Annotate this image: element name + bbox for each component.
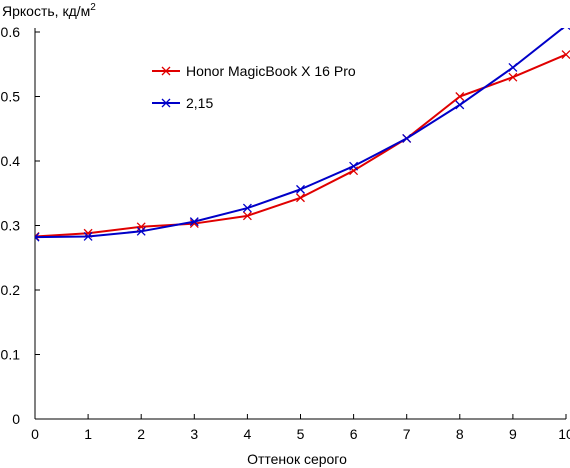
data-point-marker bbox=[296, 184, 305, 194]
data-point-marker bbox=[508, 63, 518, 72]
series-2 bbox=[35, 28, 570, 242]
data-point-marker bbox=[83, 232, 93, 241]
x-axis-title: Оттенок серого bbox=[247, 451, 347, 467]
data-point-marker bbox=[242, 211, 252, 221]
x-tick-label: 0 bbox=[31, 426, 39, 442]
data-point-marker bbox=[242, 203, 252, 213]
y-tick-label: 0.2 bbox=[1, 282, 21, 298]
y-tick-label: 0.1 bbox=[1, 347, 21, 363]
series-line bbox=[35, 28, 565, 239]
data-point-marker bbox=[296, 193, 305, 203]
ticks: 0 1 2 3 4 5 6 7 8 9 10 0 0.1 0.2 0.3 0.4 0.5 0.6 bbox=[1, 24, 570, 442]
data-point-marker bbox=[349, 161, 359, 171]
y-tick-label: 0.6 bbox=[1, 24, 21, 40]
data-point-marker bbox=[189, 217, 199, 227]
y-axis-title-text: Яркость, кд/м bbox=[2, 3, 90, 19]
data-point-marker bbox=[561, 28, 570, 31]
legend-swatch-marker bbox=[161, 66, 171, 76]
data-point-marker bbox=[455, 92, 465, 101]
data-point-marker bbox=[35, 232, 40, 242]
data-point-marker bbox=[402, 133, 412, 143]
y-tick-label: 0.4 bbox=[1, 153, 21, 169]
y-axis-title-superscript: 2 bbox=[90, 2, 96, 13]
y-axis-title: Яркость, кд/м2 bbox=[2, 2, 96, 19]
legend-item: 2,15 bbox=[152, 95, 213, 111]
legend-swatch-marker bbox=[161, 98, 171, 108]
series-line bbox=[35, 53, 567, 238]
legend: Honor MagicBook X 16 Pro 2,15 bbox=[152, 63, 356, 111]
legend-label: 2,15 bbox=[186, 95, 213, 111]
y-tick-label: 0.3 bbox=[1, 218, 21, 234]
x-tick-label: 5 bbox=[297, 426, 305, 442]
x-tick-label: 3 bbox=[190, 426, 198, 442]
series-1 bbox=[35, 50, 570, 241]
series-layer bbox=[35, 28, 570, 242]
y-tick-label: 0 bbox=[12, 411, 20, 427]
x-tick-label: 1 bbox=[84, 426, 92, 442]
legend-label: Honor MagicBook X 16 Pro bbox=[186, 63, 356, 79]
x-tick-label: 10 bbox=[558, 426, 570, 442]
data-point-marker bbox=[561, 50, 570, 60]
data-point-marker bbox=[136, 226, 146, 236]
x-tick-label: 9 bbox=[509, 426, 517, 442]
x-tick-label: 6 bbox=[350, 426, 358, 442]
legend-item: Honor MagicBook X 16 Pro bbox=[152, 63, 356, 79]
data-point-marker bbox=[455, 100, 465, 110]
x-tick-label: 7 bbox=[403, 426, 411, 442]
x-tick-label: 2 bbox=[137, 426, 145, 442]
y-tick-label: 0.5 bbox=[1, 89, 21, 105]
x-tick-label: 8 bbox=[456, 426, 464, 442]
data-point-marker bbox=[508, 72, 518, 82]
x-tick-label: 4 bbox=[244, 426, 252, 442]
